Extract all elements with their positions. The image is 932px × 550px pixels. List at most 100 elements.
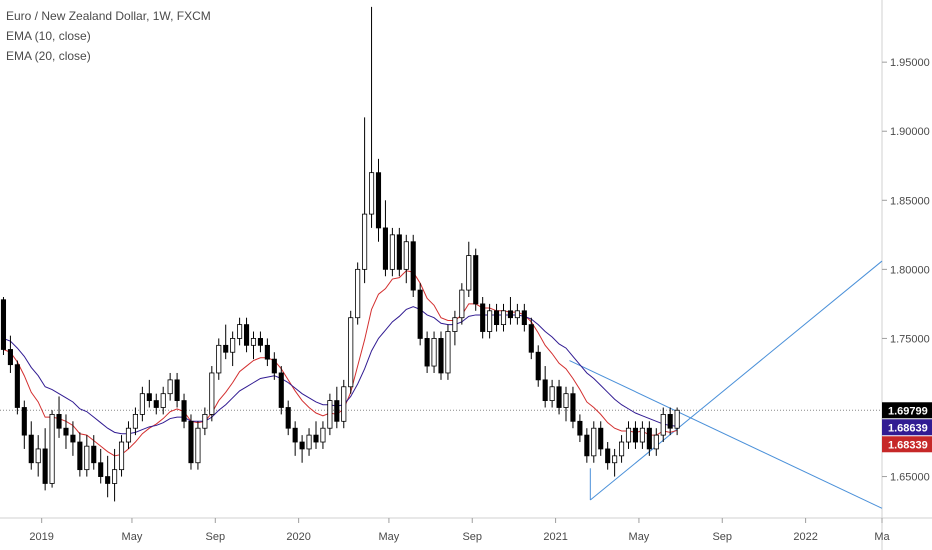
price-label: 1.69799 — [888, 405, 928, 417]
candle-down — [424, 338, 430, 367]
candle-up — [160, 393, 166, 408]
candle-up — [306, 434, 312, 450]
candle-down — [0, 299, 7, 350]
y-tick-label: 1.80000 — [890, 264, 930, 276]
candle-down — [70, 434, 76, 443]
y-tick-label: 1.90000 — [890, 126, 930, 138]
candles — [0, 6, 680, 502]
candle-up — [514, 310, 520, 319]
candle-up — [403, 241, 409, 270]
candle-down — [521, 310, 527, 326]
candle-up — [250, 338, 257, 346]
price-label-bg — [882, 402, 932, 419]
candle-up — [612, 455, 618, 464]
candle-down — [507, 310, 514, 319]
candle-down — [278, 372, 284, 408]
candle-up — [327, 400, 333, 429]
candle-down — [271, 358, 277, 374]
candle-up — [591, 427, 597, 457]
candle-down — [584, 434, 590, 457]
candle-up — [216, 344, 222, 374]
candle-down — [153, 400, 159, 408]
candle-down — [243, 324, 250, 346]
candle-down — [396, 234, 402, 270]
candle-down — [188, 420, 194, 464]
candle-up — [125, 427, 132, 443]
candle-down — [285, 407, 291, 429]
price-label: 1.68639 — [888, 422, 928, 434]
candle-up — [653, 434, 659, 450]
candle-down — [605, 448, 611, 464]
candle-up — [660, 413, 666, 436]
candle-down — [577, 420, 583, 436]
x-tick-label: Sep — [462, 531, 482, 543]
x-tick-label: 2021 — [543, 531, 567, 543]
candle-up — [202, 413, 208, 429]
candle-down — [570, 393, 576, 422]
candle-down — [299, 441, 305, 450]
candle-down — [417, 289, 423, 339]
candle-down — [174, 379, 180, 401]
candle-down — [598, 427, 604, 450]
price-label: 1.68339 — [888, 439, 928, 451]
candle-down — [292, 427, 298, 443]
candle-up — [167, 379, 173, 395]
candle-down — [375, 172, 382, 229]
upper-trendline — [569, 360, 883, 509]
candle-down — [223, 344, 229, 353]
x-tick-label: 2019 — [29, 531, 53, 543]
ema20-line — [3, 306, 678, 435]
candle-up — [195, 427, 201, 464]
candle-up — [563, 393, 569, 408]
x-tick-label: Ma — [874, 531, 890, 543]
x-tick-label: Sep — [712, 531, 732, 543]
candle-up — [459, 289, 465, 319]
ema-lines — [3, 270, 678, 457]
candle-up — [431, 338, 437, 367]
lower-trendline — [589, 260, 883, 501]
candle-up — [639, 427, 645, 443]
x-tick-label: 2022 — [793, 531, 817, 543]
x-tick-label: May — [379, 531, 400, 543]
candle-up — [84, 445, 90, 471]
ema20-legend: EMA (20, close) — [6, 49, 91, 63]
candle-down — [334, 400, 340, 422]
x-tick-label: May — [629, 531, 650, 543]
candle-up — [362, 213, 368, 270]
price-label-bg — [882, 419, 932, 436]
candle-down — [528, 324, 534, 353]
y-tick-label: 1.95000 — [890, 57, 930, 69]
candle-down — [382, 227, 388, 270]
candle-up — [500, 310, 507, 326]
candle-down — [410, 241, 416, 291]
candle-down — [473, 255, 479, 305]
y-tick-label: 1.75000 — [890, 333, 930, 345]
candle-down — [542, 379, 548, 401]
symbol-title: Euro / New Zealand Dollar, 1W, FXCM — [6, 9, 211, 23]
candle-down — [667, 413, 673, 429]
candle-down — [28, 434, 34, 464]
candle-down — [646, 427, 652, 450]
candle-up — [625, 427, 632, 443]
trendlines — [569, 260, 883, 509]
candle-up — [549, 386, 555, 401]
candle-down — [77, 441, 83, 471]
candle-down — [535, 351, 541, 381]
candle-down — [7, 349, 13, 366]
candle-up — [487, 310, 493, 332]
candle-up — [341, 386, 347, 422]
candle-down — [632, 427, 639, 443]
candle-down — [42, 448, 48, 484]
price-labels: 1.69799 1.68639 1.68339 — [882, 402, 932, 453]
candle-down — [480, 303, 486, 332]
candle-up — [348, 317, 354, 388]
candle-up — [452, 317, 458, 332]
y-tick-label: 1.85000 — [890, 195, 930, 207]
y-tick-label: 1.65000 — [890, 472, 930, 484]
candle-up — [230, 338, 236, 353]
candle-up — [237, 324, 243, 339]
candle-down — [264, 344, 270, 360]
candle-down — [556, 386, 562, 408]
candle-down — [56, 413, 62, 429]
